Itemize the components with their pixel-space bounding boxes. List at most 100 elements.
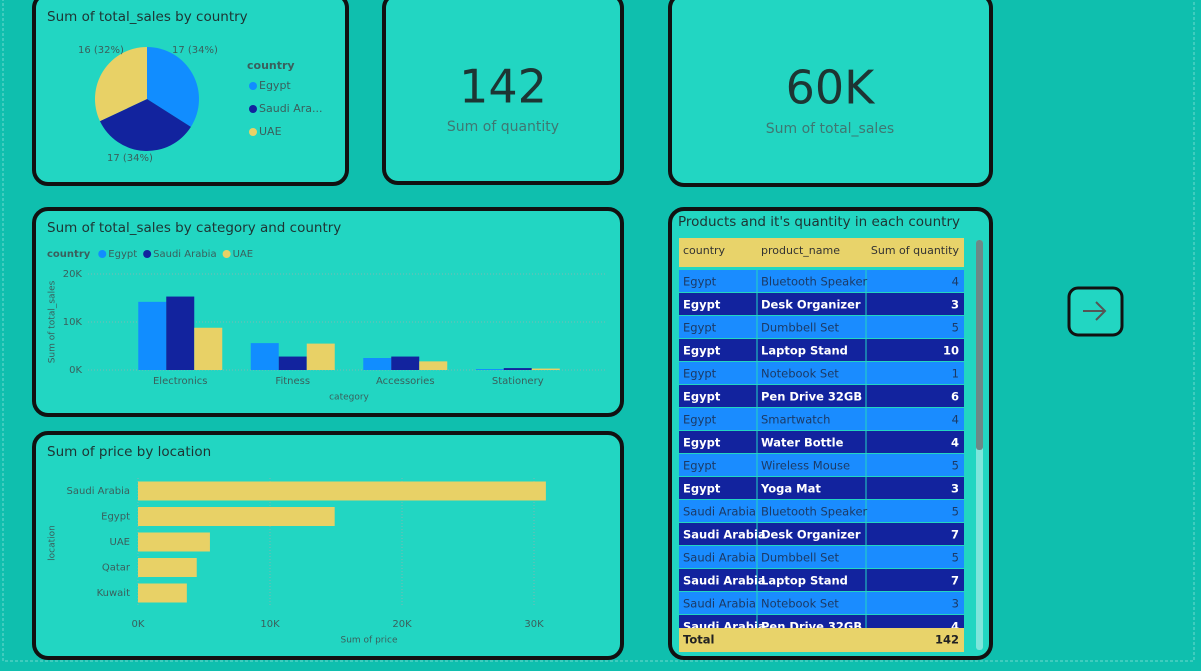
table-cell: Notebook Set: [761, 367, 839, 381]
table-row: [679, 615, 964, 628]
table-cell: Dumbbell Set: [761, 321, 839, 335]
bar: [391, 356, 420, 370]
bar: [166, 296, 195, 370]
y-tick-label: 10K: [63, 317, 83, 328]
bar: [363, 358, 392, 370]
table-cell: Bluetooth Speaker: [761, 275, 868, 289]
table-row: [679, 316, 964, 338]
bar: [419, 361, 448, 370]
table-cell: Egypt: [683, 344, 721, 358]
total-label: Total: [683, 633, 714, 647]
table-cell: Egypt: [683, 367, 717, 381]
y-tick-label: UAE: [110, 537, 130, 548]
legend-marker: [143, 250, 152, 258]
bar: [194, 327, 223, 370]
legend-marker: [249, 128, 257, 136]
x-tick-label: 10K: [260, 619, 280, 630]
table-cell: 10: [943, 344, 959, 358]
chart-title: Sum of total_sales by category and count…: [47, 220, 341, 236]
card-label: Sum of quantity: [447, 119, 559, 135]
y-tick-label: Egypt: [101, 512, 130, 523]
bar: [138, 532, 210, 552]
table-row: [679, 477, 964, 499]
legend-title: country: [47, 249, 91, 260]
table-title: Products and it's quantity in each count…: [678, 214, 960, 230]
table-cell: 1: [952, 367, 959, 381]
data-label: 17 (34%): [172, 45, 218, 56]
column-header: product_name: [761, 244, 840, 257]
table-cell: Saudi Arabia: [683, 574, 766, 588]
table-body: Egypt Bluetooth Speaker 4 Egypt Desk Organiz…: [679, 270, 964, 634]
table-cell: 5: [952, 551, 959, 565]
legend-label: UAE: [233, 249, 253, 260]
table-row: [679, 408, 964, 430]
table-cell: Wireless Mouse: [761, 459, 850, 473]
table-cell: Egypt: [683, 436, 721, 450]
bar: [531, 368, 560, 370]
legend-label: UAE: [259, 125, 282, 138]
legend-label: Egypt: [259, 79, 291, 92]
table-cell: Saudi Arabia: [683, 551, 756, 565]
table-row: [679, 362, 964, 384]
pie-slice: [99, 99, 191, 152]
table-cell: 7: [951, 528, 959, 542]
table-total-row: [679, 628, 964, 652]
bar: [250, 343, 279, 370]
table-cell: 4: [952, 413, 959, 427]
bar: [306, 343, 335, 370]
table-cell: Egypt: [683, 390, 721, 404]
y-tick-label: 20K: [63, 269, 83, 280]
legend-label: Saudi Ara...: [259, 102, 323, 115]
table-cell: Desk Organizer: [761, 528, 861, 542]
arrow-icon: [1083, 301, 1107, 321]
pie-slice: [94, 47, 147, 122]
table-cell: 3: [951, 482, 959, 496]
scroll-thumb[interactable]: [976, 240, 983, 450]
y-tick-label: 0K: [69, 365, 82, 376]
table-cell: 4: [952, 275, 959, 289]
y-axis-label: Sum of total_sales: [48, 280, 58, 363]
table-row: [679, 592, 964, 614]
legend-marker: [249, 105, 257, 113]
x-axis-label: category: [329, 393, 369, 403]
x-tick-label: Fitness: [275, 376, 310, 387]
data-label: 16 (32%): [78, 45, 124, 56]
table-cell: 7: [951, 574, 959, 588]
x-tick-label: Stationery: [492, 376, 544, 387]
table-row: [679, 500, 964, 522]
table-cell: 6: [951, 390, 959, 404]
table-row: [679, 270, 964, 292]
table-row: [679, 293, 964, 315]
table-cell: Laptop Stand: [761, 344, 848, 358]
table-cell: Desk Organizer: [761, 298, 861, 312]
x-tick-label: Electronics: [153, 376, 208, 387]
table-cell: Saudi Arabia: [683, 620, 766, 634]
legend-marker: [249, 82, 257, 90]
x-tick-label: 30K: [524, 619, 544, 630]
total-value: 142: [935, 633, 959, 647]
table-cell: Bluetooth Speaker: [761, 505, 868, 519]
table-cell: Pen Drive 32GB: [761, 390, 862, 404]
table-row: [679, 385, 964, 407]
chart-title: Sum of total_sales by country: [47, 9, 248, 25]
legend-marker: [98, 250, 107, 258]
table-header: [679, 238, 964, 267]
bar: [138, 558, 197, 577]
table-cell: 4: [951, 436, 959, 450]
table-cell: Laptop Stand: [761, 574, 848, 588]
table-cell: Notebook Set: [761, 597, 839, 611]
table-cell: Pen Drive 32GB: [761, 620, 862, 634]
table-row: [679, 431, 964, 453]
x-tick-label: 20K: [392, 619, 412, 630]
chart-title: Sum of price by location: [47, 444, 211, 460]
table-cell: 3: [951, 298, 959, 312]
table-cell: Saudi Arabia: [683, 505, 756, 519]
table-cell: Egypt: [683, 321, 717, 335]
table-cell: 5: [952, 321, 959, 335]
bar: [475, 369, 504, 370]
legend-label: Egypt: [108, 249, 137, 260]
bar: [138, 583, 187, 603]
